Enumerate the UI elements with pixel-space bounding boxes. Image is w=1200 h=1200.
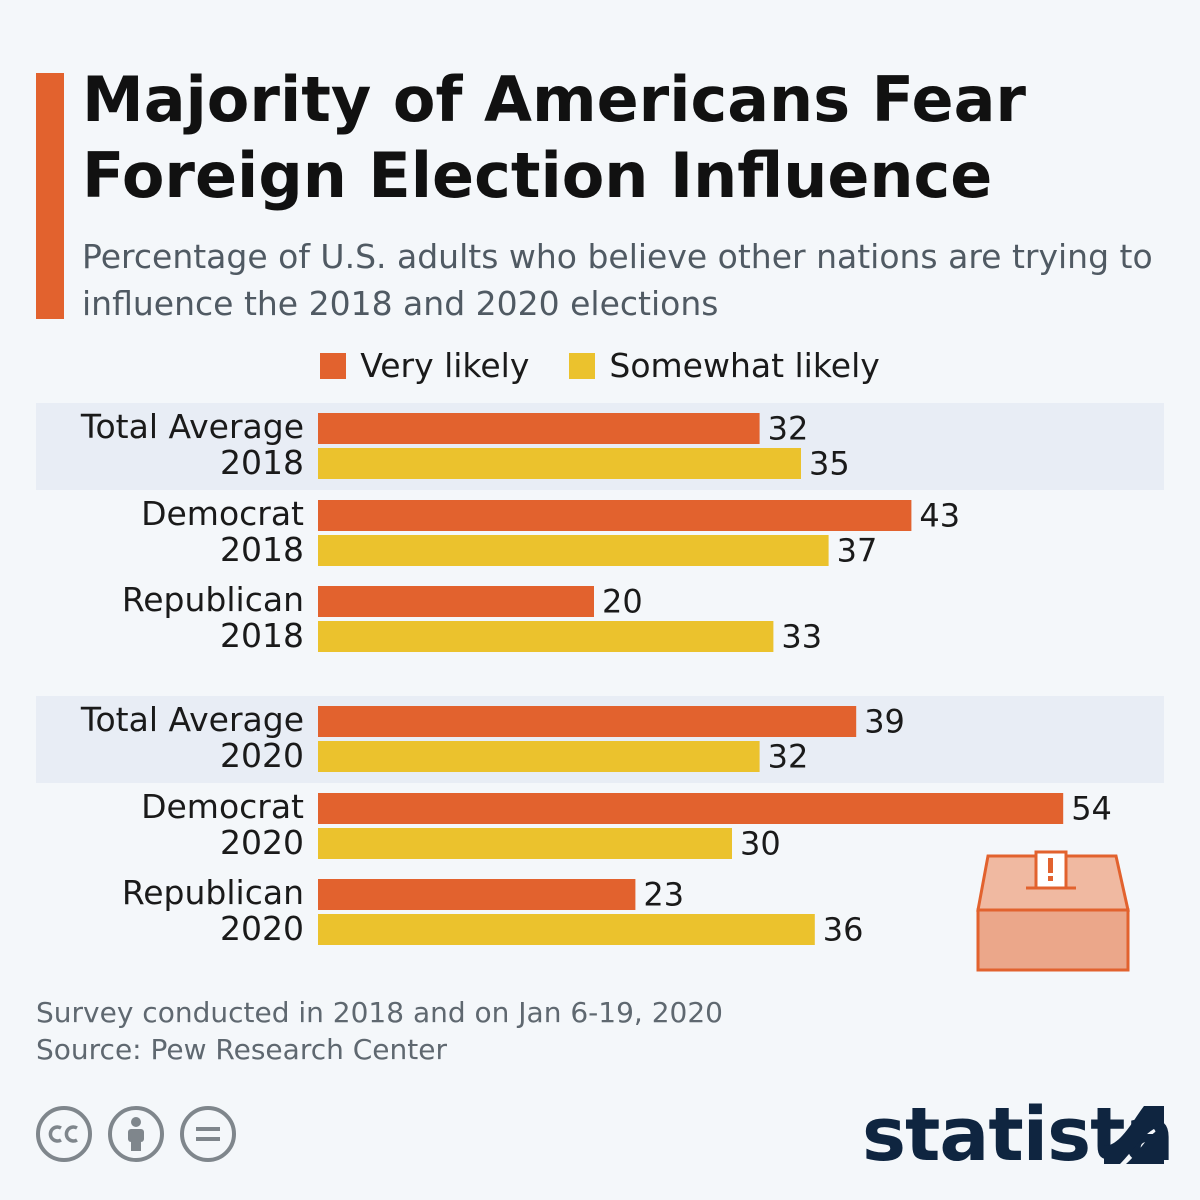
category-label: Total Average	[80, 700, 304, 739]
data-label: 30	[740, 825, 781, 863]
no-derivatives-icon[interactable]	[180, 1106, 236, 1162]
data-label: 39	[864, 703, 905, 741]
legend-swatch-very-likely	[320, 352, 347, 379]
legend-item-somewhat-likely: Somewhat likely	[569, 346, 880, 385]
legend-label-very-likely: Very likely	[360, 346, 530, 385]
bar-somewhat-likely	[318, 741, 760, 772]
license-icons	[36, 1106, 252, 1162]
statista-logo-icon[interactable]	[1104, 1106, 1164, 1164]
chart-footer: Survey conducted in 2018 and on Jan 6-19…	[36, 994, 723, 1068]
bar-very-likely	[318, 706, 857, 737]
data-label: 32	[768, 738, 809, 776]
category-label: Democrat	[141, 787, 304, 826]
bar-very-likely	[318, 413, 760, 444]
legend: Very likely Somewhat likely	[0, 346, 1200, 385]
category-label: Democrat	[141, 494, 304, 533]
bar-very-likely	[318, 586, 594, 617]
bar-very-likely	[318, 879, 636, 910]
bar-somewhat-likely	[318, 621, 774, 652]
data-label: 43	[919, 497, 960, 535]
category-year-label: 2020	[220, 736, 304, 775]
category-label: Republican	[122, 580, 304, 619]
data-label: 37	[837, 532, 878, 570]
data-label: 33	[781, 618, 822, 656]
category-year-label: 2018	[220, 530, 304, 569]
bar-chart: Total Average20183235Democrat20184337Rep…	[36, 403, 1164, 949]
category-label: Total Average	[80, 407, 304, 446]
data-label: 32	[768, 410, 809, 448]
bar-somewhat-likely	[318, 914, 815, 945]
legend-swatch-somewhat-likely	[569, 352, 596, 379]
attribution-icon[interactable]	[108, 1106, 164, 1162]
legend-label-somewhat-likely: Somewhat likely	[609, 346, 880, 385]
data-label: 54	[1071, 790, 1112, 828]
data-label: 20	[602, 583, 643, 621]
legend-item-very-likely: Very likely	[320, 346, 529, 385]
category-year-label: 2018	[220, 616, 304, 655]
bar-somewhat-likely	[318, 448, 801, 479]
accent-bar	[36, 73, 64, 319]
chart-title: Majority of Americans Fear Foreign Elect…	[82, 63, 1026, 212]
category-year-label: 2020	[220, 823, 304, 862]
bar-somewhat-likely	[318, 535, 829, 566]
survey-note: Survey conducted in 2018 and on Jan 6-19…	[36, 996, 723, 1029]
chart-subtitle: Percentage of U.S. adults who believe ot…	[82, 237, 1153, 323]
data-label: 36	[823, 911, 864, 949]
creative-commons-icon[interactable]	[36, 1106, 92, 1162]
category-label: Republican	[122, 873, 304, 912]
bar-somewhat-likely	[318, 828, 732, 859]
statista-wordmark[interactable]: statista	[862, 1092, 1174, 1178]
bar-very-likely	[318, 793, 1064, 824]
category-year-label: 2020	[220, 909, 304, 948]
source-note: Source: Pew Research Center	[36, 1033, 447, 1066]
ballot-box-icon	[976, 850, 1130, 972]
data-label: 23	[643, 876, 684, 914]
data-label: 35	[809, 445, 850, 483]
category-year-label: 2018	[220, 443, 304, 482]
bar-very-likely	[318, 500, 912, 531]
